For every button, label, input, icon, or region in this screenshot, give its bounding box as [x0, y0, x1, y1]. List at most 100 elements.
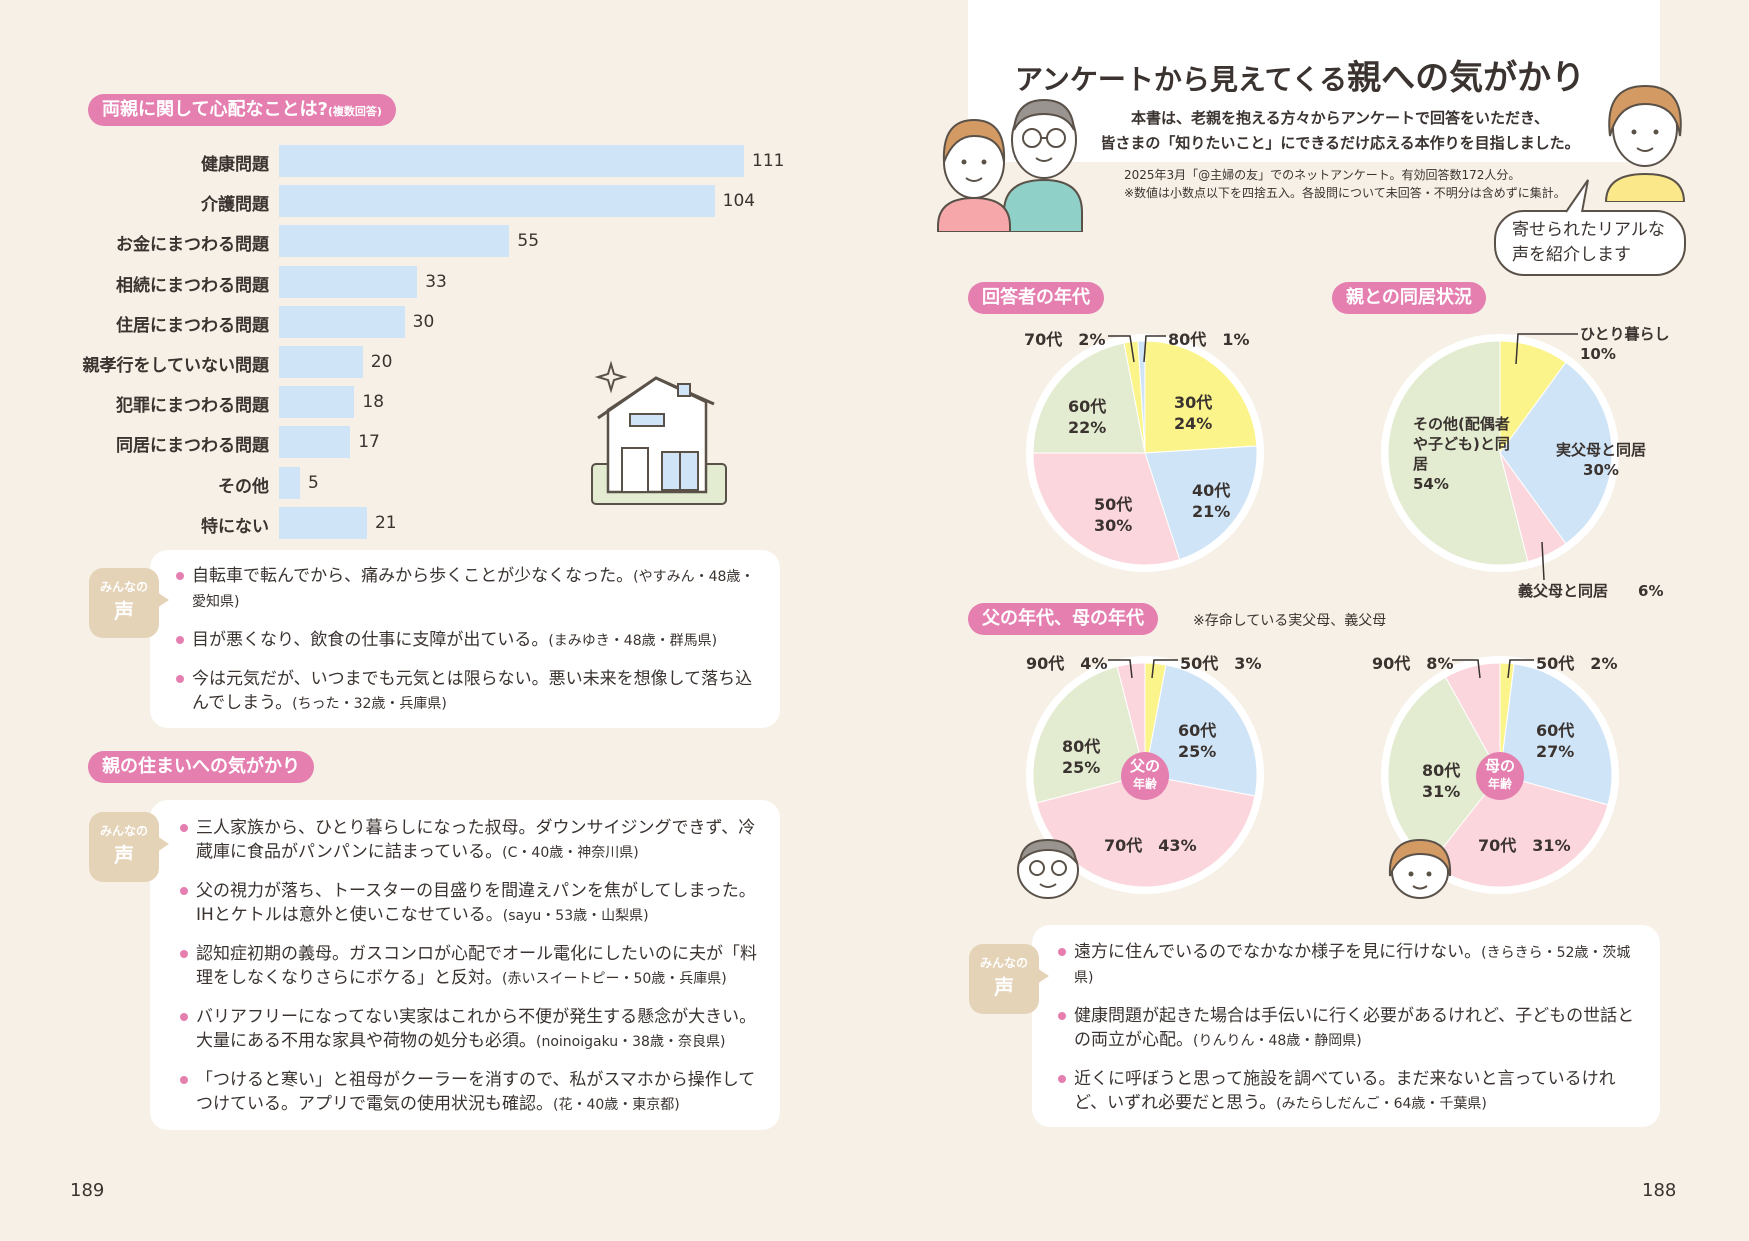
- bar-value-label: 21: [374, 512, 397, 533]
- intro-line-2: 皆さまの「知りたいこと」にできるだけ応える本作りを目指しました。: [1100, 134, 1580, 152]
- page-number-left: 189: [70, 1180, 105, 1201]
- father-label-80: 80代 25%: [1062, 737, 1101, 777]
- voice-source: (ちった・32歳・兵庫県): [292, 696, 447, 712]
- main-heading-title: 親への気がかり: [1347, 58, 1586, 98]
- mother-leader-90: [1452, 659, 1481, 679]
- pie-slice: [1144, 340, 1258, 454]
- voice-source: (まみゆき・48歳・群馬県): [548, 633, 718, 649]
- living-chart-title: 親との同居状況: [1332, 282, 1486, 314]
- pie-slice: [1144, 445, 1258, 561]
- mother-value-90: 8: [1426, 654, 1438, 673]
- father-value-80: 25: [1062, 758, 1085, 777]
- bar: [279, 145, 744, 177]
- voice-text: 今は元気だが、いつまでも元気とは限らない。悪い未来を想像して落ち込んでしまう。: [192, 669, 753, 713]
- age-value-80: 1: [1222, 330, 1234, 349]
- voice-text: 認知症初期の義母。ガスコンロが心配でオール電化にしたいのに夫が「料理をしなくなり…: [196, 944, 757, 988]
- voice-item: 近くに呼ぼうと思って施設を調べている。まだ来ないと言っているけれど、いずれ必要だ…: [1058, 1067, 1648, 1116]
- voice-item: 今は元気だが、いつまでも元気とは限らない。悪い未来を想像して落ち込んでしまう。(…: [176, 667, 766, 716]
- bar-category-label: 相続にまつわる問題: [116, 275, 269, 296]
- father-face-icon: [1017, 838, 1079, 899]
- voice-source: (きらきら・52歳・茨城県): [1074, 945, 1631, 986]
- living-label-alone: ひとり暮らし 10%: [1580, 325, 1670, 363]
- bar: [279, 386, 355, 419]
- bar: [279, 225, 510, 258]
- father-center-line-1: 父の: [1129, 757, 1160, 775]
- voices-badge-label: みんなの: [99, 824, 148, 838]
- voice-text: 近くに呼ぼうと思って施設を調べている。まだ来ないと言っているけれど、いずれ必要だ…: [1074, 1069, 1616, 1113]
- living-leader-inlaws: [1541, 541, 1545, 581]
- age-label-70: 70代 2%: [1024, 330, 1106, 349]
- housing-title-text: 親の住まいへの気がかり: [102, 756, 300, 777]
- bar: [279, 426, 351, 459]
- bar: [279, 305, 405, 338]
- mother-pie-chart: [1381, 656, 1619, 894]
- bar-value-label: 30: [412, 311, 435, 332]
- living-pie-chart: [1381, 334, 1619, 572]
- voice-item: 三人家族から、ひとり暮らしになった叔母。ダウンサイジングできず、冷蔵庫に食品がパ…: [180, 816, 765, 865]
- voices-badge-label: みんなの: [99, 580, 148, 594]
- bar: [279, 346, 363, 378]
- age-chart-title-text: 回答者の年代: [982, 287, 1090, 308]
- mother-leader-50: [1507, 659, 1534, 679]
- father-center-badge: 父の 年齢: [1121, 752, 1169, 800]
- voices-list-2: 三人家族から、ひとり暮らしになった叔母。ダウンサイジングできず、冷蔵庫に食品がパ…: [180, 816, 765, 1131]
- voice-item: 「つけると寒い」と祖母がクーラーを消すので、私がスマホから操作してつけている。ア…: [180, 1068, 765, 1117]
- living-label-inlaws: 義父母と同居 6%: [1518, 582, 1664, 600]
- speech-bubble-tail: [1565, 179, 1589, 213]
- age-leader-70: [1108, 335, 1135, 363]
- age-value-60: 22: [1068, 418, 1091, 437]
- father-value-70: 43: [1158, 836, 1181, 855]
- parents-age-title: 父の年代、母の年代: [968, 603, 1158, 635]
- bar-category-label: その他: [218, 476, 269, 497]
- main-heading-prefix: アンケートから見えてくる: [1015, 63, 1348, 96]
- pie-slice: [1387, 340, 1529, 566]
- bar-value-label: 104: [722, 191, 756, 212]
- father-value-60: 25: [1178, 742, 1201, 761]
- age-label-50: 50代 30%: [1094, 495, 1133, 535]
- bar-category-label: 犯罪にまつわる問題: [116, 396, 269, 417]
- bar-category-label: 住居にまつわる問題: [116, 315, 269, 336]
- voices-card-2: [150, 800, 780, 1130]
- bar-category-label: お金にまつわる問題: [116, 235, 269, 256]
- mother-label-70: 70代 31%: [1478, 836, 1571, 855]
- living-value-parents: 30: [1583, 461, 1604, 479]
- living-value-other: 54: [1413, 475, 1434, 493]
- voice-text: 健康問題が起きた場合は手伝いに行く必要があるけれど、子どもの世話との両立が心配。: [1074, 1006, 1635, 1050]
- pie-slice: [1430, 774, 1609, 888]
- mother-label-90: 90代 8%: [1372, 654, 1454, 673]
- bar-value-label: 18: [362, 392, 385, 413]
- mother-label-50: 50代 2%: [1536, 654, 1618, 673]
- voice-item: 遠方に住んでいるのでなかなか様子を見に行けない。(きらきら・52歳・茨城県): [1058, 940, 1648, 990]
- voice-text: 遠方に住んでいるのでなかなか様子を見に行けない。: [1074, 942, 1482, 962]
- living-label-other: その他(配偶者や子ども)と同居 54%: [1413, 415, 1510, 493]
- pie-slice: [1032, 452, 1181, 566]
- voices-badge-1: みんなの 声: [89, 568, 169, 638]
- bar-category-label: 同居にまつわる問題: [116, 436, 269, 457]
- age-chart-title: 回答者の年代: [968, 282, 1104, 314]
- mother-face-icon: [1388, 838, 1452, 899]
- pie-slice: [1035, 774, 1256, 888]
- survey-note: 2025年3月「@主婦の友」でのネットアンケート。有効回答数172人分。 ※数値…: [1124, 166, 1566, 202]
- age-value-40: 21: [1192, 502, 1215, 521]
- father-value-50: 3: [1234, 654, 1246, 673]
- bar: [279, 265, 418, 298]
- father-label-60: 60代 25%: [1178, 721, 1217, 761]
- voice-source: (みたらしだんご・64歳・千葉県): [1276, 1096, 1487, 1112]
- age-label-30: 30代 24%: [1174, 393, 1213, 433]
- father-value-90: 4: [1080, 654, 1092, 673]
- bar-value-label: 5: [307, 472, 319, 493]
- mother-center-line-1: 母の: [1484, 757, 1515, 775]
- pie-slice: [1499, 361, 1613, 545]
- bar-value-label: 17: [358, 432, 380, 453]
- voice-source: (やすみん・48歳・愛知県): [192, 569, 755, 610]
- speech-bubble-text: 寄せられたリアルな 声を紹介します: [1512, 218, 1665, 268]
- mother-value-70: 31: [1532, 836, 1555, 855]
- bar-category-label: 親孝行をしていない問題: [82, 356, 270, 376]
- voice-item: 認知症初期の義母。ガスコンロが心配でオール電化にしたいのに夫が「料理をしなくなり…: [180, 942, 765, 991]
- bar: [279, 185, 715, 218]
- voice-text: 父の視力が落ち、トースターの目盛りを間違えパンを焦がしてしまった。IHとケトルは…: [196, 881, 756, 925]
- father-label-50: 50代 3%: [1180, 654, 1262, 673]
- parents-illustration: [937, 98, 1083, 232]
- living-chart-title-text: 親との同居状況: [1346, 287, 1472, 308]
- age-leader-80: [1143, 335, 1166, 363]
